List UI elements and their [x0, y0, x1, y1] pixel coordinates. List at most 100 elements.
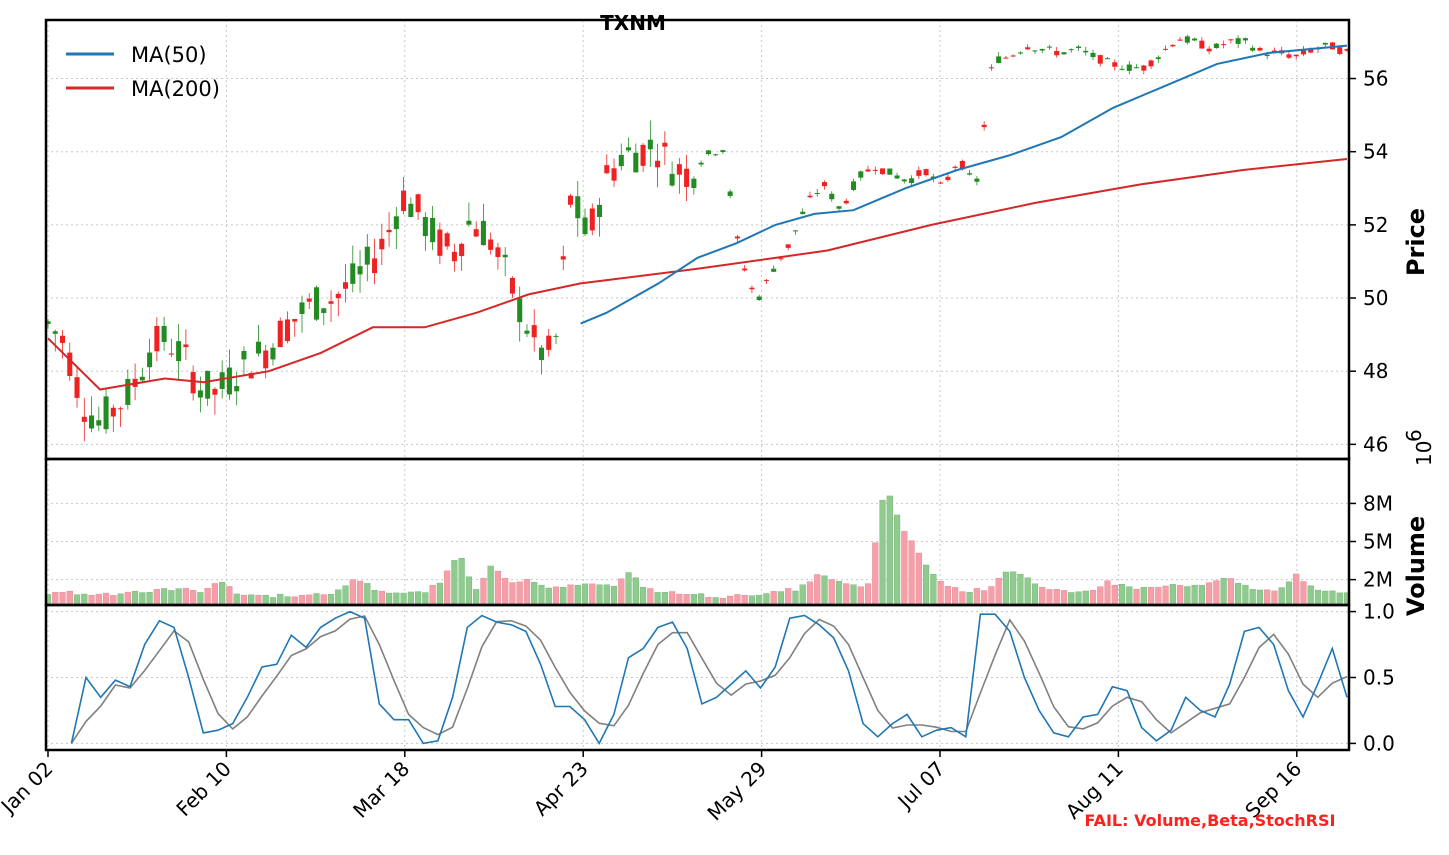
candle-body	[1257, 47, 1263, 51]
volume-bar	[1126, 586, 1133, 606]
volume-bar	[850, 584, 857, 606]
candle-body	[1250, 47, 1256, 51]
volume-bar	[161, 588, 168, 606]
candle-body	[1163, 48, 1169, 50]
volume-bar	[567, 584, 574, 606]
candle-body	[967, 173, 973, 175]
candle-body	[575, 196, 581, 219]
candle-body	[422, 216, 428, 237]
volume-bar	[647, 588, 654, 606]
volume-bar	[429, 585, 436, 606]
candle-body	[850, 181, 857, 190]
candle-body	[894, 175, 900, 179]
volume-bar	[661, 592, 668, 606]
candle-body	[1322, 42, 1328, 45]
candle-body	[974, 178, 980, 182]
volume-bar	[698, 593, 705, 606]
volume-bar	[1155, 587, 1162, 606]
volume-bar	[364, 583, 371, 606]
volume-bar	[182, 588, 189, 606]
volume-bar	[748, 595, 756, 606]
volume-bar	[1271, 590, 1278, 606]
volume-bar	[1169, 584, 1176, 606]
candle-body	[212, 388, 218, 395]
volume-scale-label: 10 6	[1402, 429, 1436, 466]
volume-bar	[603, 584, 610, 606]
volume-bar	[233, 593, 240, 606]
volume-bar	[110, 595, 117, 606]
volume-bar	[872, 542, 879, 606]
volume-axis-label: Volume	[1402, 516, 1430, 616]
volume-bar	[821, 575, 828, 606]
volume-bar	[66, 590, 73, 606]
volume-bar	[226, 586, 233, 606]
candle-body	[110, 407, 116, 417]
candle-body	[1177, 39, 1183, 41]
volume-tick-label: 5M	[1363, 530, 1393, 554]
price-tick-label: 50	[1363, 286, 1388, 310]
x-tick-label: Apr 23	[529, 757, 593, 821]
candle-body	[909, 178, 915, 184]
candle-body	[662, 142, 668, 147]
volume-bar	[320, 594, 327, 606]
candle-body	[1068, 49, 1074, 51]
volume-bar	[770, 591, 777, 606]
candle-body	[981, 124, 987, 128]
candle-body	[343, 282, 349, 289]
candle-body	[734, 236, 740, 239]
volume-bar	[73, 594, 81, 606]
candle-body	[1126, 64, 1132, 71]
price-axis-label: Price	[1402, 208, 1430, 276]
candle-body	[749, 287, 755, 290]
candle-body	[633, 152, 639, 173]
ma200-line	[47, 158, 1348, 391]
candle-body	[52, 331, 58, 334]
candle-body	[74, 377, 80, 398]
volume-bar	[574, 585, 581, 606]
volume-bar	[240, 594, 248, 606]
candle-body	[1206, 48, 1212, 52]
volume-bar	[806, 581, 814, 606]
volume-bar	[494, 570, 502, 606]
volume-bar	[995, 577, 1002, 606]
volume-bar	[944, 586, 951, 606]
candle-body	[1046, 46, 1052, 48]
candle-body	[597, 204, 603, 218]
volume-bar	[255, 594, 262, 606]
candle-body	[89, 415, 95, 429]
volume-bar	[545, 587, 552, 606]
volume-bar	[741, 595, 748, 606]
volume-bar	[473, 589, 480, 606]
candle-body	[938, 182, 944, 184]
volume-bar	[1002, 571, 1010, 606]
volume-bar	[95, 593, 102, 606]
candle-body	[306, 298, 312, 302]
price-tick-label: 46	[1363, 432, 1388, 456]
candle-body	[379, 238, 385, 250]
stoch-tick-label: 0.0	[1363, 731, 1395, 755]
volume-bar	[756, 595, 763, 606]
volume-bar	[1278, 587, 1285, 606]
volume-bar	[393, 592, 400, 606]
volume-scale-base: 10	[1412, 441, 1436, 466]
candle-body	[1170, 44, 1176, 47]
candle-body	[1090, 52, 1096, 58]
volume-bar	[930, 573, 937, 606]
candle-body	[1010, 55, 1016, 57]
candle-body	[1032, 50, 1038, 52]
candle-body	[1054, 51, 1060, 56]
volume-bar	[843, 583, 850, 606]
volume-tick-label: 8M	[1363, 491, 1393, 515]
candle-body	[858, 171, 864, 178]
candle-body	[168, 353, 174, 355]
candle-body	[996, 56, 1002, 63]
volume-bar	[981, 590, 988, 606]
volume-bar	[1075, 591, 1082, 606]
candle-body	[509, 277, 515, 294]
candle-body	[335, 293, 341, 299]
candle-body	[299, 302, 305, 315]
candle-body	[103, 396, 109, 430]
candle-body	[778, 258, 784, 260]
volume-bar	[451, 560, 458, 606]
candle-body	[473, 229, 479, 237]
